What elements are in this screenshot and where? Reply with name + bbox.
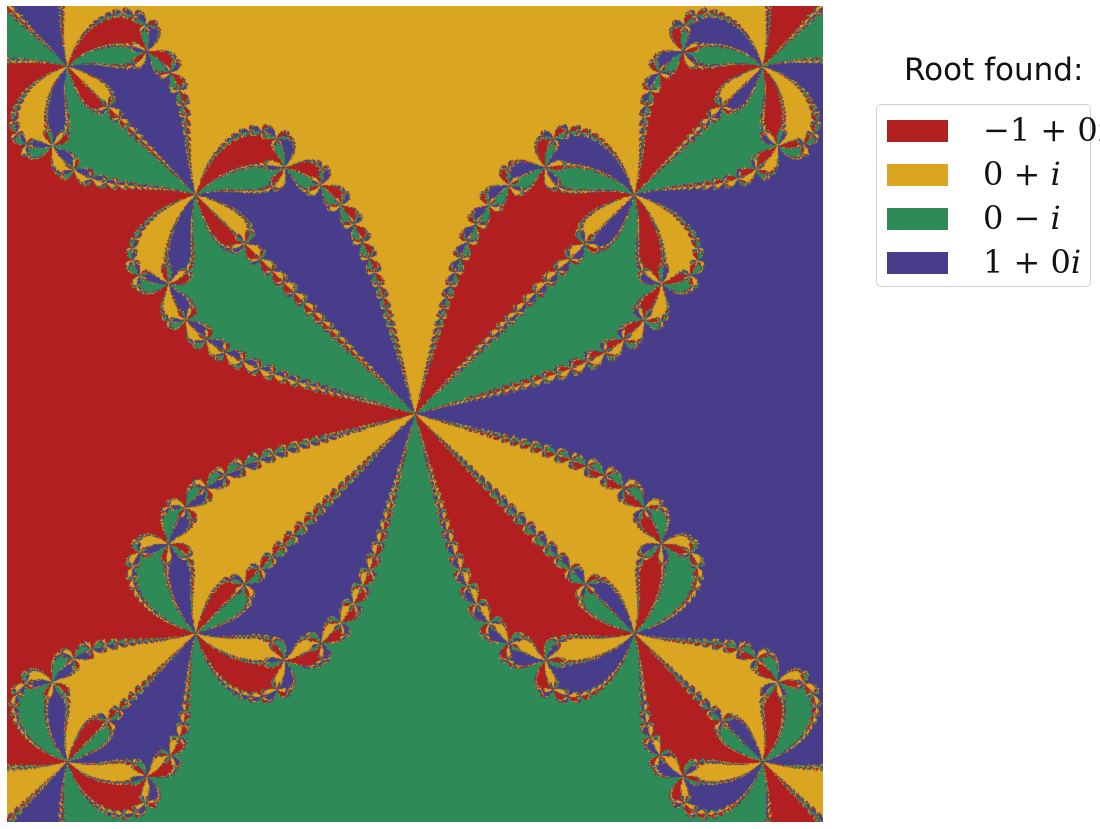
legend-label: −1 + 0i bbox=[983, 111, 1100, 149]
legend-label: 1 + 0i bbox=[983, 243, 1082, 281]
legend-swatch bbox=[887, 208, 948, 230]
legend: −1 + 0i 0 + i 0 − i 1 + 0i bbox=[876, 104, 1100, 287]
legend-swatch bbox=[887, 252, 948, 274]
legend-label: 0 + i bbox=[983, 155, 1061, 193]
fractal-heatmap bbox=[7, 6, 823, 822]
legend-swatch bbox=[887, 164, 948, 186]
legend-title: Root found: bbox=[904, 52, 1084, 88]
legend-swatch bbox=[887, 120, 948, 142]
legend-label: 0 − i bbox=[983, 199, 1061, 237]
